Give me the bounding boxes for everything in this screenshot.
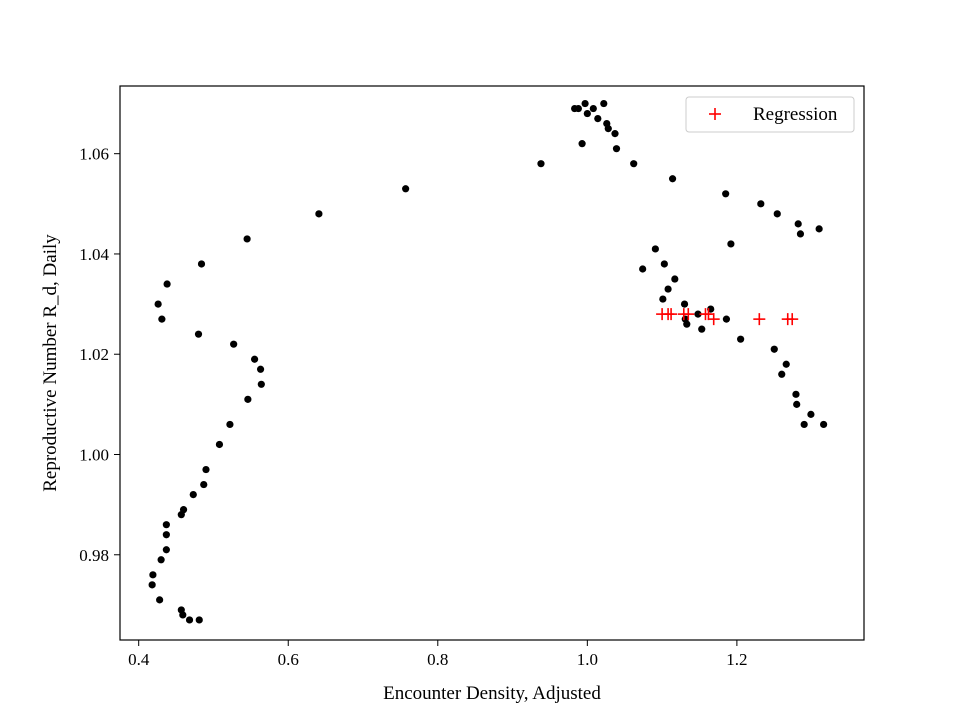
regression-point [702,308,715,321]
regression-point [707,313,720,326]
data-point [671,275,679,283]
data-point [782,360,790,368]
data-point [581,99,589,108]
data-point [630,160,638,168]
data-point [796,230,805,238]
data-point [230,340,238,348]
data-point [158,315,166,323]
data-point [189,491,197,499]
data-point [257,380,265,388]
y-tick-label: 1.06 [79,145,109,164]
data-point [589,104,597,113]
data-point [574,104,582,113]
data-point [157,556,165,564]
data-point [770,345,778,353]
data-point [250,355,259,363]
data-point [757,200,765,208]
data-point [794,220,802,228]
data-point [149,571,157,579]
data-point [727,240,735,248]
data-point [639,265,647,273]
data-points [148,99,828,624]
data-point [202,465,210,474]
y-axis-label: Reproductive Number R_d, Daily [40,234,61,492]
data-point [244,395,252,403]
x-axis-ticks: 0.4 0.6 0.8 1.0 1.2 [128,640,748,669]
data-point [156,596,164,604]
legend-box [685,96,855,133]
data-point [600,99,608,108]
y-tick-label: 1.02 [79,345,109,364]
data-point [611,130,619,138]
x-tick-label: 0.8 [427,650,448,669]
data-point [668,175,677,183]
x-axis-label: Encounter Density, Adjusted [383,683,601,704]
data-point [163,280,171,288]
data-point [154,300,162,308]
x-tick-label: 0.4 [128,650,150,669]
data-point [162,521,170,529]
legend: Regression [685,96,855,133]
data-point [243,235,251,243]
data-point [256,365,265,373]
data-point [162,546,170,554]
x-tick-label: 0.6 [278,650,299,669]
x-tick-label: 1.2 [726,650,747,669]
data-point [612,145,621,153]
data-point [215,440,224,449]
legend-marker-regression [709,108,721,120]
data-point [722,315,731,323]
data-point [583,109,591,118]
y-axis-ticks: 0.98 1.00 1.02 1.04 1.06 [79,145,120,565]
data-point [195,616,203,624]
y-tick-label: 1.04 [79,245,109,264]
data-point [778,370,786,378]
data-point [197,260,206,268]
data-point [800,420,808,429]
y-tick-label: 1.00 [79,445,109,464]
data-point [402,185,410,193]
regression-point [786,313,799,326]
axes-frame [119,85,865,641]
data-point [651,245,659,253]
data-point [722,190,730,198]
data-point [698,325,706,333]
data-point [200,480,208,489]
data-point [162,531,170,539]
data-point [807,410,815,418]
data-point [815,225,823,233]
data-point [792,390,800,398]
data-point [664,285,672,293]
data-point [773,210,781,218]
regression-point [665,308,678,321]
data-point [604,125,612,133]
legend-label-regression: Regression [753,104,838,125]
data-point [185,616,194,624]
data-point [737,335,745,343]
y-tick-label: 0.98 [79,546,109,565]
regression-point [753,313,766,326]
data-point [820,420,828,429]
data-point [578,140,586,148]
data-point [659,295,667,303]
data-point [680,300,689,308]
plot-area [119,85,865,641]
x-tick-label: 1.0 [577,650,598,669]
data-point [594,114,602,123]
data-point [683,320,691,328]
data-point [793,400,801,408]
data-point [194,330,203,338]
data-point [694,310,702,318]
data-point [148,581,156,589]
data-point [537,160,545,168]
data-point [179,506,188,514]
data-point [660,260,668,268]
data-point [177,606,185,614]
data-point [226,420,234,429]
data-point [315,210,323,218]
regression-point [682,308,695,321]
